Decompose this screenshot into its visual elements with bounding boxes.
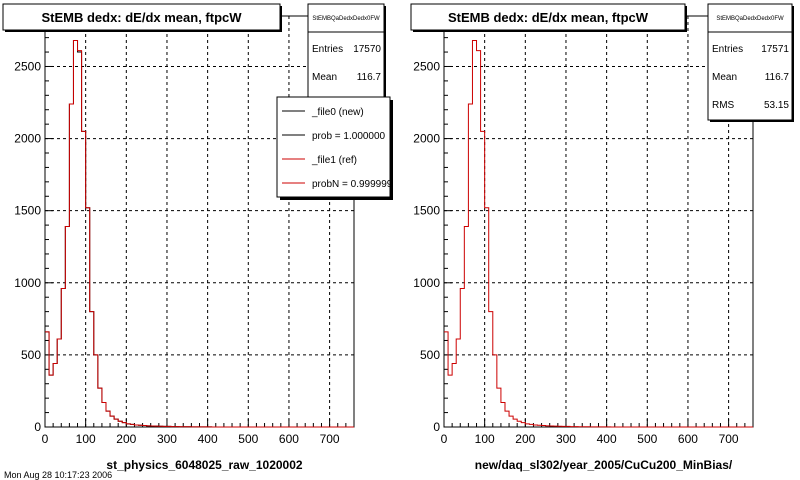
y-tick-label: 0 [34, 420, 41, 434]
stats-label: RMS [712, 100, 735, 111]
legend-entry: _file1 (ref) [311, 155, 357, 166]
x-tick-label: 700 [719, 432, 739, 446]
stats-label: Entries [712, 44, 743, 55]
y-tick-label: 0 [433, 420, 440, 434]
plot-frame [443, 15, 754, 428]
legend-entry: prob = 1.000000 [312, 131, 386, 142]
histogram-series-line-0 [444, 40, 753, 428]
right-histogram-panel: 0 100 200 300 400 500 600 700 0 500 1000 1500 2000 25… [410, 3, 794, 472]
y-tick-label: 1000 [14, 276, 41, 290]
stats-header: StEMBQaDedxDedx0FW [312, 16, 380, 22]
y-tick-label: 2000 [14, 132, 41, 146]
stats-label: Mean [712, 72, 737, 83]
x-tick-label: 400 [198, 432, 218, 446]
histogram-series-line-1 [45, 40, 354, 428]
x-tick-label: 0 [42, 432, 49, 446]
stats-label: Entries [312, 44, 343, 55]
left-histogram-panel: 0 100 200 300 400 500 600 700 0 500 1000 1500 2000 25… [2, 3, 393, 472]
x-tick-label: 700 [320, 432, 340, 446]
x-tick-label: 600 [678, 432, 698, 446]
title-box [2, 3, 281, 31]
x-axis-label: st_physics_6048025_raw_1020002 [106, 458, 302, 472]
plot-frame [44, 15, 355, 428]
y-tick-label: 2500 [413, 59, 440, 73]
x-tick-label: 100 [76, 432, 96, 446]
x-tick-label: 0 [441, 432, 448, 446]
x-tick-label: 200 [515, 432, 535, 446]
x-tick-label: 500 [238, 432, 258, 446]
stats-value: 116.7 [765, 72, 790, 83]
legend-entry: probN = 0.999999 [312, 179, 393, 190]
x-tick-label: 300 [157, 432, 177, 446]
x-axis-label: new/daq_sl302/year_2005/CuCu200_MinBias/ [475, 458, 733, 472]
stats-value: 17570 [353, 44, 381, 55]
y-tick-label: 500 [420, 348, 440, 362]
stats-value: 53.15 [764, 100, 789, 111]
title-box [410, 3, 686, 31]
stats-label: Mean [312, 72, 337, 83]
x-tick-label: 100 [475, 432, 495, 446]
stats-box [707, 3, 793, 121]
legend-entry: _file0 (new) [311, 107, 364, 118]
stats-value: 116.7 [357, 72, 382, 83]
y-tick-label: 500 [21, 348, 41, 362]
stats-value: 17571 [761, 44, 789, 55]
x-tick-label: 200 [116, 432, 136, 446]
x-tick-label: 600 [279, 432, 299, 446]
x-tick-label: 500 [637, 432, 657, 446]
y-tick-label: 1000 [413, 276, 440, 290]
legend-box [276, 96, 391, 198]
x-tick-label: 400 [597, 432, 617, 446]
chart-title: StEMB dedx: dE/dx mean, ftpcW [448, 10, 649, 25]
y-tick-label: 2000 [413, 132, 440, 146]
x-tick-label: 300 [556, 432, 576, 446]
footer-timestamp: Mon Aug 28 10:17:23 2006 [4, 470, 112, 480]
stats-header: StEMBQaDedxDedx0FW [716, 16, 784, 22]
chart-title: StEMB dedx: dE/dx mean, ftpcW [41, 10, 242, 25]
y-tick-label: 2500 [14, 59, 41, 73]
y-tick-label: 1500 [413, 204, 440, 218]
y-tick-label: 1500 [14, 204, 41, 218]
